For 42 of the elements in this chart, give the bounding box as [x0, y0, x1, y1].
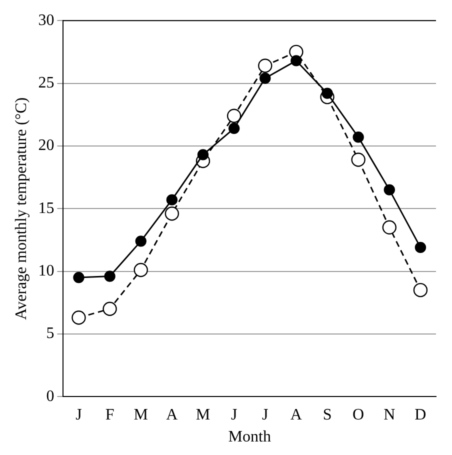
y-tick-label: 0	[46, 388, 54, 405]
point	[164, 206, 180, 221]
point	[414, 242, 426, 254]
x-tick-label: M	[196, 406, 210, 424]
x-tick-label: J	[262, 406, 268, 424]
x-tick-label: D	[414, 406, 426, 424]
x-axis-title: Month	[228, 428, 271, 446]
point	[73, 272, 84, 284]
point	[197, 149, 209, 160]
x-tick-label: J	[230, 406, 238, 424]
point	[135, 236, 146, 247]
x-tick-label: N	[384, 406, 396, 424]
y-tick-label: 20	[38, 137, 54, 154]
y-tick-label: 10	[38, 262, 54, 280]
point	[351, 152, 366, 167]
point	[260, 72, 271, 84]
x-tick-label: A	[290, 406, 302, 424]
x-tick-label: O	[352, 406, 364, 424]
point	[166, 194, 178, 206]
y-tick-label: 30	[38, 12, 54, 29]
point	[72, 310, 86, 325]
y-tick-label: 25	[38, 74, 54, 92]
x-tick-label: S	[322, 406, 332, 424]
point	[228, 122, 240, 134]
point	[226, 108, 242, 123]
point	[382, 220, 396, 234]
point	[384, 184, 395, 196]
x-tick-label: A	[166, 406, 178, 424]
y-tick-label: 15	[38, 200, 54, 217]
y-tick-label: 5	[46, 325, 54, 342]
point	[352, 132, 364, 143]
x-tick-label: F	[105, 406, 114, 424]
x-tick-label: M	[134, 406, 148, 424]
x-tick-label: J	[76, 406, 82, 424]
point	[258, 58, 272, 73]
point	[104, 270, 116, 282]
point	[134, 262, 148, 278]
point	[290, 55, 302, 66]
y-axis-title: Average monthly temperature (°C)	[12, 97, 30, 320]
point	[413, 282, 428, 298]
point	[102, 302, 117, 316]
point	[322, 88, 333, 99]
